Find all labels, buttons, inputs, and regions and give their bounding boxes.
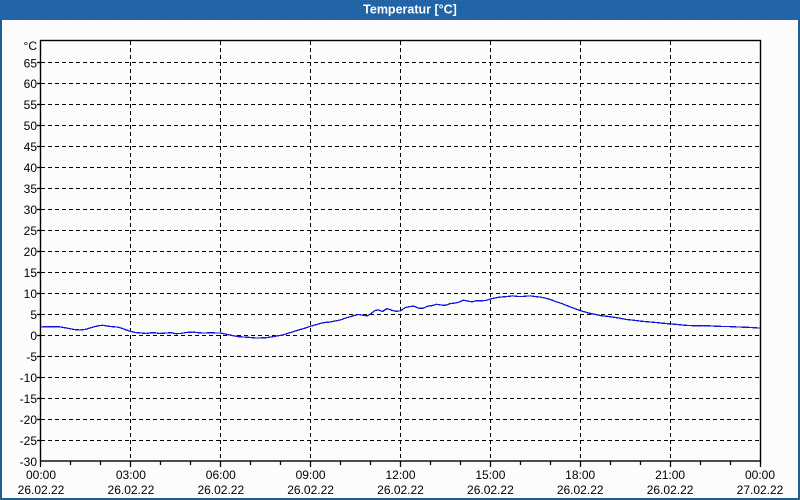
svg-text:26.02.22: 26.02.22 [197, 483, 244, 497]
svg-text:45: 45 [24, 140, 38, 154]
svg-text:-10: -10 [20, 371, 38, 385]
svg-text:21:00: 21:00 [655, 468, 685, 482]
svg-text:-30: -30 [20, 455, 38, 469]
svg-text:27.02.22: 27.02.22 [737, 483, 784, 497]
svg-text:18:00: 18:00 [565, 468, 595, 482]
svg-text:20: 20 [24, 245, 38, 259]
svg-text:Temperatur [°C]: Temperatur [°C] [363, 3, 457, 17]
svg-text:03:00: 03:00 [116, 468, 146, 482]
svg-text:°C: °C [24, 39, 38, 53]
svg-text:26.02.22: 26.02.22 [647, 483, 694, 497]
svg-text:40: 40 [24, 161, 38, 175]
svg-text:-15: -15 [20, 392, 38, 406]
svg-text:15:00: 15:00 [475, 468, 505, 482]
svg-text:15: 15 [24, 266, 38, 280]
svg-text:25: 25 [24, 224, 38, 238]
svg-text:26.02.22: 26.02.22 [108, 483, 155, 497]
svg-text:60: 60 [24, 77, 38, 91]
svg-text:5: 5 [30, 308, 37, 322]
svg-text:00:00: 00:00 [26, 468, 56, 482]
svg-text:26.02.22: 26.02.22 [377, 483, 424, 497]
svg-text:12:00: 12:00 [385, 468, 415, 482]
svg-text:09:00: 09:00 [296, 468, 326, 482]
svg-text:-5: -5 [26, 350, 37, 364]
svg-text:50: 50 [24, 119, 38, 133]
svg-text:-25: -25 [20, 434, 38, 448]
svg-text:26.02.22: 26.02.22 [287, 483, 334, 497]
svg-text:00:00: 00:00 [745, 468, 775, 482]
svg-text:65: 65 [24, 57, 38, 71]
svg-text:06:00: 06:00 [206, 468, 236, 482]
svg-text:30: 30 [24, 203, 38, 217]
svg-text:55: 55 [24, 98, 38, 112]
svg-text:26.02.22: 26.02.22 [18, 483, 65, 497]
svg-text:26.02.22: 26.02.22 [467, 483, 514, 497]
svg-text:0: 0 [30, 329, 37, 343]
svg-text:35: 35 [24, 182, 38, 196]
svg-text:-20: -20 [20, 413, 38, 427]
svg-text:10: 10 [24, 287, 38, 301]
svg-text:26.02.22: 26.02.22 [557, 483, 604, 497]
